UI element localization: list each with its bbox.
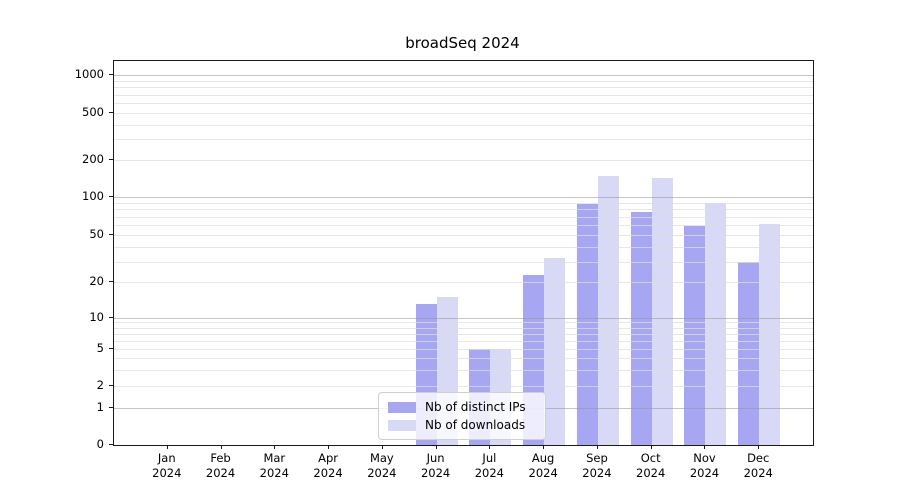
y-tick-label-500: 500 bbox=[82, 104, 104, 119]
minor-gridline-6 bbox=[114, 340, 813, 342]
bar-nov-distinct-ips bbox=[684, 226, 706, 445]
minor-gridline-70 bbox=[114, 216, 813, 218]
x-tick-label-may: May 2024 bbox=[367, 451, 397, 480]
x-tick-mark-dec bbox=[758, 445, 760, 449]
y-tick-mark-50 bbox=[109, 234, 113, 236]
y-tick-mark-10 bbox=[109, 316, 113, 318]
x-tick-label-oct: Oct 2024 bbox=[636, 451, 666, 480]
minor-gridline-200 bbox=[114, 160, 813, 162]
y-tick-label-1000: 1000 bbox=[74, 67, 104, 82]
legend-label-distinct-ips: Nb of distinct IPs bbox=[425, 400, 526, 414]
y-tick-mark-200 bbox=[109, 159, 113, 161]
x-tick-label-jun: Jun 2024 bbox=[420, 451, 451, 480]
x-tick-mark-nov bbox=[704, 445, 706, 449]
chart-title: broadSeq 2024 bbox=[405, 34, 520, 52]
minor-gridline-600 bbox=[114, 103, 813, 104]
minor-gridline-50 bbox=[114, 235, 813, 237]
y-tick-label-100: 100 bbox=[82, 189, 104, 203]
x-tick-label-apr: Apr 2024 bbox=[313, 451, 343, 480]
x-tick-label-aug: Aug 2024 bbox=[528, 451, 558, 480]
y-tick-mark-1000 bbox=[109, 74, 113, 76]
x-tick-mark-mar bbox=[274, 445, 276, 449]
y-tick-label-50: 50 bbox=[89, 227, 104, 242]
x-tick-label-mar: Mar 2024 bbox=[259, 451, 289, 480]
y-tick-mark-2 bbox=[109, 385, 113, 387]
y-tick-label-2: 2 bbox=[96, 378, 104, 393]
legend: Nb of distinct IPs Nb of downloads bbox=[378, 392, 546, 440]
x-tick-mark-feb bbox=[220, 445, 222, 449]
x-tick-label-dec: Dec 2024 bbox=[743, 451, 773, 480]
minor-gridline-2 bbox=[114, 386, 813, 388]
minor-gridline-80 bbox=[114, 209, 813, 211]
minor-gridline-500 bbox=[114, 112, 813, 114]
x-tick-mark-jun bbox=[435, 445, 437, 449]
legend-swatch-distinct-ips bbox=[388, 401, 416, 413]
legend-swatch-downloads bbox=[388, 419, 416, 431]
y-tick-mark-20 bbox=[109, 281, 113, 283]
legend-entry-downloads: Nb of downloads bbox=[388, 418, 536, 432]
bar-dec-distinct-ips bbox=[738, 261, 760, 445]
y-tick-mark-5 bbox=[109, 348, 113, 350]
bar-sep-downloads bbox=[597, 175, 619, 445]
y-tick-label-20: 20 bbox=[89, 274, 104, 289]
x-tick-mark-jul bbox=[489, 445, 491, 449]
minor-gridline-800 bbox=[114, 87, 813, 89]
x-tick-mark-may bbox=[381, 445, 383, 449]
minor-gridline-90 bbox=[114, 202, 813, 204]
x-tick-mark-aug bbox=[543, 445, 545, 449]
y-tick-label-1: 1 bbox=[96, 400, 104, 415]
x-tick-mark-jan bbox=[166, 445, 168, 449]
major-gridline-1000 bbox=[114, 75, 813, 77]
x-tick-mark-sep bbox=[596, 445, 598, 449]
x-tick-mark-apr bbox=[328, 445, 330, 449]
minor-gridline-20 bbox=[114, 282, 813, 284]
y-tick-mark-0 bbox=[109, 444, 113, 445]
minor-gridline-8 bbox=[114, 327, 813, 329]
y-tick-label-5: 5 bbox=[96, 341, 104, 356]
y-tick-label-200: 200 bbox=[82, 152, 104, 167]
legend-label-downloads: Nb of downloads bbox=[425, 418, 526, 432]
minor-gridline-9 bbox=[114, 322, 813, 324]
minor-gridline-700 bbox=[114, 94, 813, 96]
bar-oct-downloads bbox=[651, 178, 673, 445]
y-tick-label-10: 10 bbox=[89, 309, 104, 324]
minor-gridline-900 bbox=[114, 80, 813, 82]
bar-sep-distinct-ips bbox=[576, 204, 598, 445]
minor-gridline-300 bbox=[114, 139, 813, 141]
minor-gridline-4 bbox=[114, 358, 813, 360]
minor-gridline-7 bbox=[114, 333, 813, 335]
x-tick-label-nov: Nov 2024 bbox=[689, 451, 720, 480]
y-tick-mark-500 bbox=[109, 111, 113, 113]
y-tick-mark-100 bbox=[109, 196, 113, 197]
x-tick-label-jul: Jul 2024 bbox=[474, 451, 505, 480]
minor-gridline-3 bbox=[114, 369, 813, 371]
legend-entry-distinct-ips: Nb of distinct IPs bbox=[388, 400, 536, 414]
y-tick-label-0: 0 bbox=[96, 437, 104, 451]
major-gridline-100 bbox=[114, 197, 813, 198]
x-tick-label-sep: Sep 2024 bbox=[582, 451, 612, 480]
x-tick-label-feb: Feb 2024 bbox=[205, 451, 236, 480]
y-tick-mark-1 bbox=[109, 407, 113, 409]
bar-nov-downloads bbox=[705, 202, 727, 445]
minor-gridline-60 bbox=[114, 225, 813, 227]
minor-gridline-5 bbox=[114, 349, 813, 351]
plot-area bbox=[113, 60, 814, 446]
minor-gridline-30 bbox=[114, 261, 813, 263]
minor-gridline-400 bbox=[114, 124, 813, 126]
bar-aug-downloads bbox=[544, 258, 566, 445]
minor-gridline-40 bbox=[114, 246, 813, 248]
major-gridline-10 bbox=[114, 317, 813, 319]
x-tick-label-jan: Jan 2024 bbox=[152, 451, 182, 480]
x-tick-mark-oct bbox=[650, 445, 652, 449]
